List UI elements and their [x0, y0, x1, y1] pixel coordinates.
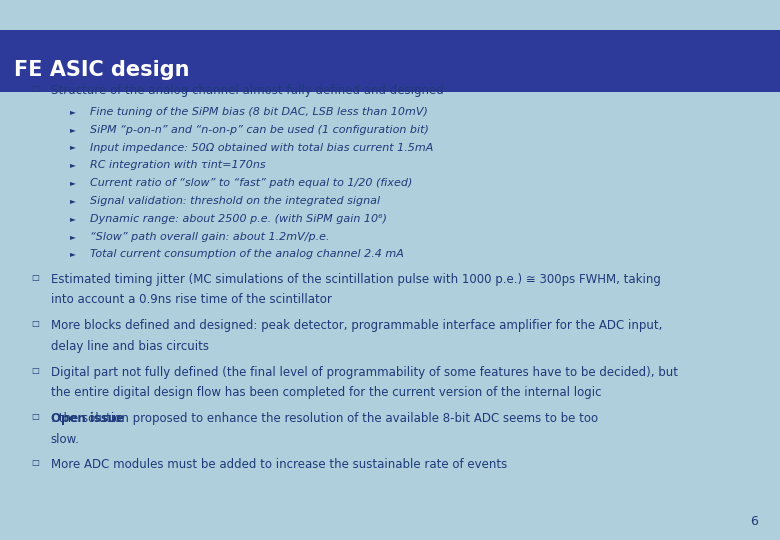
Text: 6: 6	[750, 515, 758, 528]
Text: delay line and bias circuits: delay line and bias circuits	[51, 340, 209, 353]
Text: SiPM “p-on-n” and “n-on-p” can be used (1 configuration bit): SiPM “p-on-n” and “n-on-p” can be used (…	[90, 125, 428, 135]
Text: Digital part not fully defined (the final level of programmability of some featu: Digital part not fully defined (the fina…	[51, 366, 678, 379]
Text: ►: ►	[70, 178, 76, 187]
Text: RC integration with τint=170ns: RC integration with τint=170ns	[90, 160, 265, 171]
Text: Structure of the analog channel almost fully defined and designed: Structure of the analog channel almost f…	[51, 84, 444, 97]
Text: □: □	[31, 319, 39, 328]
Text: : the solution proposed to enhance the resolution of the available 8-bit ADC see: : the solution proposed to enhance the r…	[51, 412, 597, 425]
Text: into account a 0.9ns rise time of the scintillator: into account a 0.9ns rise time of the sc…	[51, 293, 332, 306]
Text: □: □	[31, 84, 39, 93]
Text: ►: ►	[70, 160, 76, 170]
Text: Current ratio of “slow” to “fast” path equal to 1/20 (fixed): Current ratio of “slow” to “fast” path e…	[90, 178, 412, 188]
Text: the entire digital design flow has been completed for the current version of the: the entire digital design flow has been …	[51, 386, 601, 399]
Text: ►: ►	[70, 125, 76, 134]
Bar	[0, 30, 780, 92]
Text: Input impedance: 50Ω obtained with total bias current 1.5mA: Input impedance: 50Ω obtained with total…	[90, 143, 433, 153]
Text: ►: ►	[70, 232, 76, 241]
Text: FE ASIC design: FE ASIC design	[14, 60, 190, 80]
Text: ►: ►	[70, 107, 76, 116]
Text: Estimated timing jitter (MC simulations of the scintillation pulse with 1000 p.e: Estimated timing jitter (MC simulations …	[51, 273, 661, 286]
Text: Dynamic range: about 2500 p.e. (with SiPM gain 10⁶): Dynamic range: about 2500 p.e. (with SiP…	[90, 214, 387, 224]
Text: Total current consumption of the analog channel 2.4 mA: Total current consumption of the analog …	[90, 249, 403, 260]
Text: Fine tuning of the SiPM bias (8 bit DAC, LSB less than 10mV): Fine tuning of the SiPM bias (8 bit DAC,…	[90, 107, 427, 117]
Text: ►: ►	[70, 196, 76, 205]
Text: □: □	[31, 366, 39, 375]
Text: □: □	[31, 458, 39, 468]
Text: More blocks defined and designed: peak detector, programmable interface amplifie: More blocks defined and designed: peak d…	[51, 319, 662, 332]
Text: Open issue: Open issue	[51, 412, 124, 425]
Text: More ADC modules must be added to increase the sustainable rate of events: More ADC modules must be added to increa…	[51, 458, 507, 471]
Text: □: □	[31, 412, 39, 421]
Text: ►: ►	[70, 214, 76, 223]
Text: slow.: slow.	[51, 433, 80, 446]
Text: □: □	[31, 273, 39, 282]
Text: “Slow” path overall gain: about 1.2mV/p.e.: “Slow” path overall gain: about 1.2mV/p.…	[90, 232, 329, 242]
Text: ►: ►	[70, 143, 76, 152]
Text: Signal validation: threshold on the integrated signal: Signal validation: threshold on the inte…	[90, 196, 380, 206]
Text: ►: ►	[70, 249, 76, 259]
